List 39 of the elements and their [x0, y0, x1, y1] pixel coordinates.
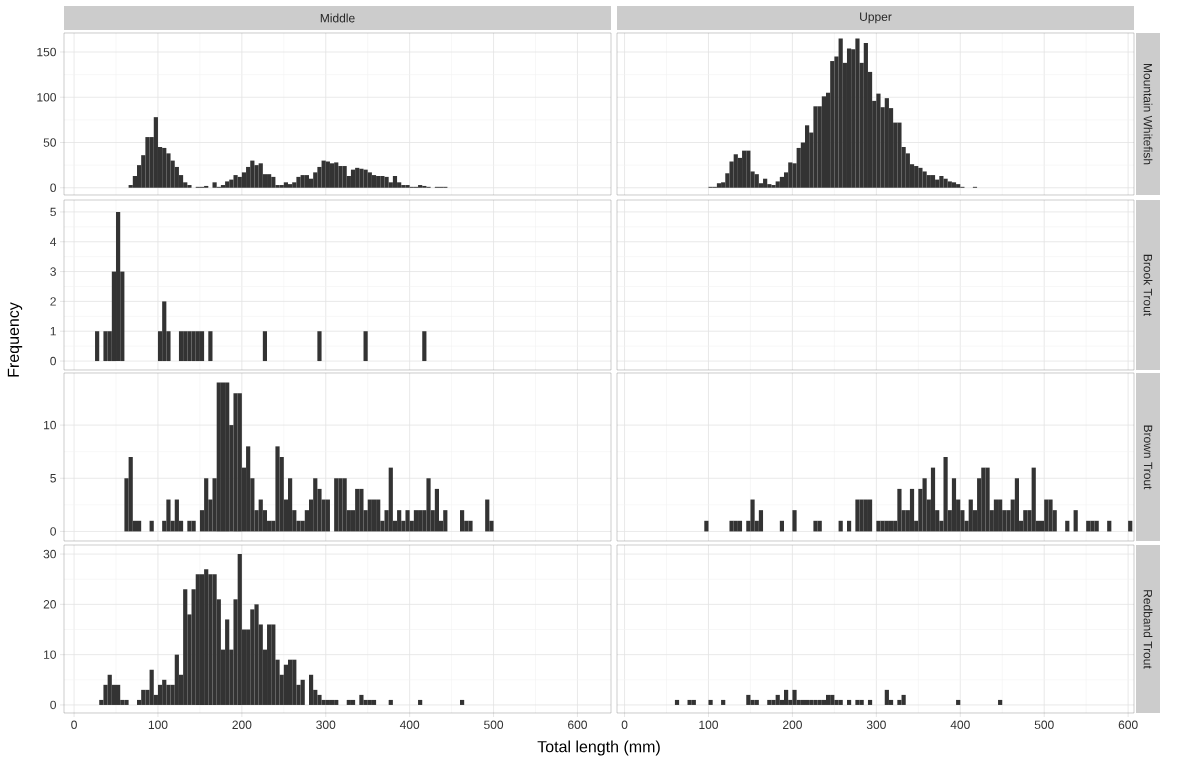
x-tick-label: 500 — [1034, 720, 1054, 730]
y-tick-label: 0 — [50, 527, 56, 536]
chart-title: Middle — [320, 13, 355, 23]
y-tick-label: 2 — [50, 297, 56, 306]
x-tick-label: 500 — [484, 720, 504, 730]
y-tick-label: 1 — [50, 327, 56, 336]
x-tick-label: 0 — [621, 720, 628, 730]
x-tick-label: 200 — [232, 720, 252, 730]
y-tick-label: 10 — [44, 420, 56, 430]
x-tick-label: 0 — [71, 720, 77, 730]
x-tick-label: 600 — [1118, 720, 1138, 730]
y-tick-label: 150 — [37, 47, 56, 57]
y-axis-title: Frequency — [7, 302, 23, 377]
y-tick-label: 100 — [37, 93, 56, 102]
y2-axis-title: Brown Trout — [1143, 425, 1153, 490]
y-tick-label: 5 — [50, 474, 56, 483]
y-tick-label: 4 — [50, 237, 57, 246]
x-tick-label: 300 — [866, 720, 886, 730]
chart-title: Upper — [860, 12, 892, 24]
x-tick-label: 300 — [316, 720, 336, 730]
y-tick-label: 0 — [50, 356, 56, 366]
x-axis-title: Total length (mm) — [537, 740, 660, 756]
x-tick-label: 100 — [148, 720, 168, 730]
y-tick-label: 0 — [50, 183, 56, 192]
y-tick-label: 5 — [50, 207, 56, 217]
x-tick-label: 200 — [783, 720, 802, 730]
y-tick-label: 3 — [50, 267, 56, 276]
y-tick-label: 20 — [43, 600, 56, 609]
y2-axis-title: Redband Trout — [1143, 590, 1153, 669]
y-tick-label: 30 — [43, 549, 56, 559]
x-tick-label: 400 — [950, 720, 970, 730]
x-tick-label: 400 — [399, 720, 420, 730]
y2-axis-title: Mountain Whitefish — [1143, 63, 1153, 165]
x-tick-label: 600 — [568, 720, 587, 730]
y-tick-label: 10 — [44, 650, 56, 659]
y2-axis-title: Brook Trout — [1143, 254, 1153, 317]
y-tick-label: 0 — [50, 700, 56, 710]
x-tick-label: 100 — [699, 720, 719, 730]
y-tick-label: 50 — [43, 138, 56, 147]
